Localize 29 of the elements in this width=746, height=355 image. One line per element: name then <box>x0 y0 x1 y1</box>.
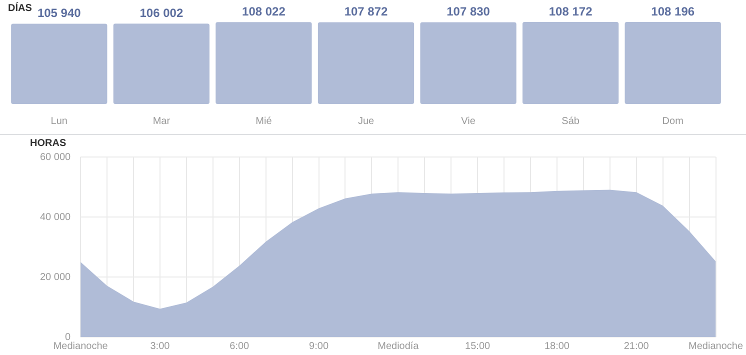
x-tick-label: Mediodía <box>378 340 420 352</box>
x-tick-label: Dom <box>662 116 684 127</box>
x-tick-label: 21:00 <box>624 340 650 352</box>
x-tick-label: 3:00 <box>150 340 170 352</box>
data-label: 106 002 <box>140 6 184 20</box>
data-label: 108 022 <box>242 4 286 18</box>
chart-title: HORAS <box>30 138 66 149</box>
x-tick-label: 6:00 <box>230 340 250 352</box>
x-tick-label: 18:00 <box>544 340 570 352</box>
data-label: 107 872 <box>344 4 388 19</box>
data-label: 108 172 <box>548 4 593 18</box>
x-tick-label: Medianoche <box>53 340 108 352</box>
data-label: 108 196 <box>651 4 695 18</box>
chart-title: DÍAS <box>8 2 32 14</box>
x-tick-label: Vie <box>461 116 476 127</box>
y-tick-label: 40 000 <box>40 212 72 223</box>
x-tick-label: Lun <box>50 116 68 127</box>
y-tick-label: 60 000 <box>40 152 72 163</box>
data-label: 107 830 <box>446 4 490 19</box>
data-label: 105 940 <box>37 6 82 20</box>
x-tick-label: 15:00 <box>465 340 491 352</box>
x-tick-label: Mié <box>256 116 272 127</box>
x-tick-label: 9:00 <box>309 340 329 352</box>
x-tick-label: Mar <box>152 116 171 127</box>
y-tick-label: 0 <box>65 332 72 343</box>
x-tick-label: Medianoche <box>688 340 744 352</box>
y-tick-label: 20 000 <box>40 272 72 283</box>
x-tick-label: Jue <box>358 116 374 127</box>
x-tick-label: Sáb <box>562 116 580 127</box>
